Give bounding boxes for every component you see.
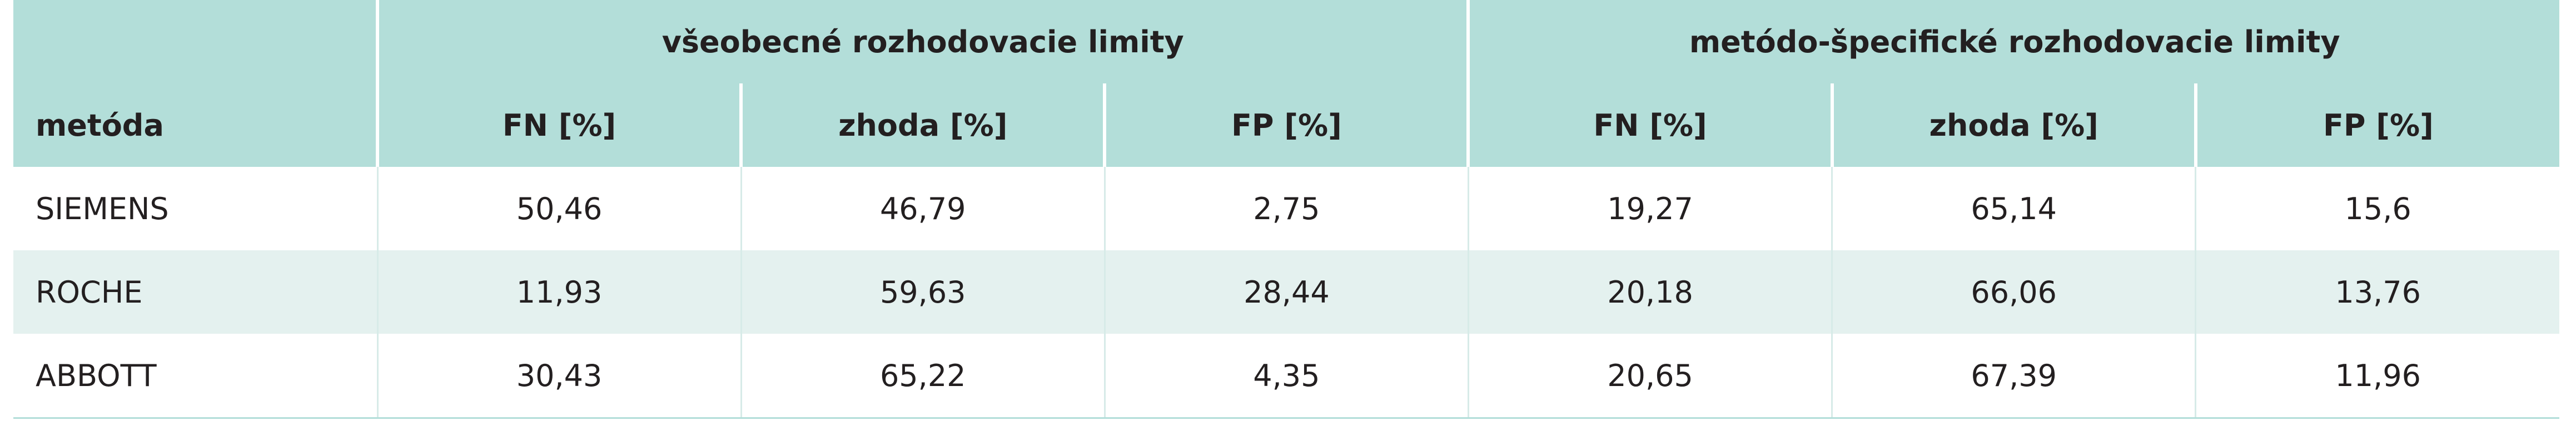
cell: 11,93 (376, 250, 742, 334)
cell: 67,39 (1831, 334, 2196, 419)
empty-header-cell (13, 0, 377, 83)
group-header-row: všeobecné rozhodovacie limity metódo-špec… (13, 0, 2559, 83)
row-label: ABBOTT (13, 334, 377, 419)
cell: 20,65 (1467, 334, 1832, 419)
row-label: ROCHE (13, 250, 377, 334)
cell: 50,46 (376, 167, 742, 250)
cell: 30,43 (376, 334, 742, 419)
column-header: FN [%] (375, 83, 742, 167)
row-label: SIEMENS (36, 191, 169, 226)
column-header-row: metóda FN [%] zhoda [%] FP [%] FN [%] zhoda [… (13, 83, 2559, 167)
cell: 11,96 (2195, 334, 2559, 419)
cell: 46,79 (740, 167, 1105, 250)
table-body: SIEMENS 50,46 46,79 2,75 19,27 65,14 15,6 ROCHE… (13, 167, 2559, 419)
cell: 65,22 (740, 334, 1105, 419)
cell: 13,76 (2195, 250, 2559, 334)
table-row: ROCHE 11,93 59,63 28,44 20,18 66,06 13,76 (13, 250, 2559, 334)
column-header: FN [%] (1466, 83, 1832, 167)
table-row: ABBOTT 30,43 65,22 4,35 20,65 67,39 11,96 (13, 334, 2559, 419)
table-row: SIEMENS 50,46 46,79 2,75 19,27 65,14 15,6 (13, 167, 2559, 250)
column-header: zhoda [%] (739, 83, 1105, 167)
cell: 19,27 (1467, 167, 1832, 250)
group-header: metódo-špecifické rozhodovacie limity (1466, 0, 2559, 83)
cell: 15,6 (2195, 167, 2559, 250)
column-header: zhoda [%] (1830, 83, 2196, 167)
column-header: metóda (13, 83, 377, 167)
group-header: všeobecné rozhodovacie limity (375, 0, 1469, 83)
cell: 66,06 (1831, 250, 2196, 334)
cell: 65,14 (1831, 167, 2196, 250)
cell: 2,75 (1103, 167, 1469, 250)
cell: 28,44 (1103, 250, 1469, 334)
cell: 59,63 (740, 250, 1105, 334)
column-header: FP [%] (2194, 83, 2559, 167)
table-head: všeobecné rozhodovacie limity metódo-špec… (13, 0, 2559, 167)
results-table: všeobecné rozhodovacie limity metódo-špec… (13, 0, 2559, 419)
cell: 4,35 (1103, 334, 1469, 419)
column-header: FP [%] (1103, 83, 1469, 167)
cell: 20,18 (1467, 250, 1832, 334)
